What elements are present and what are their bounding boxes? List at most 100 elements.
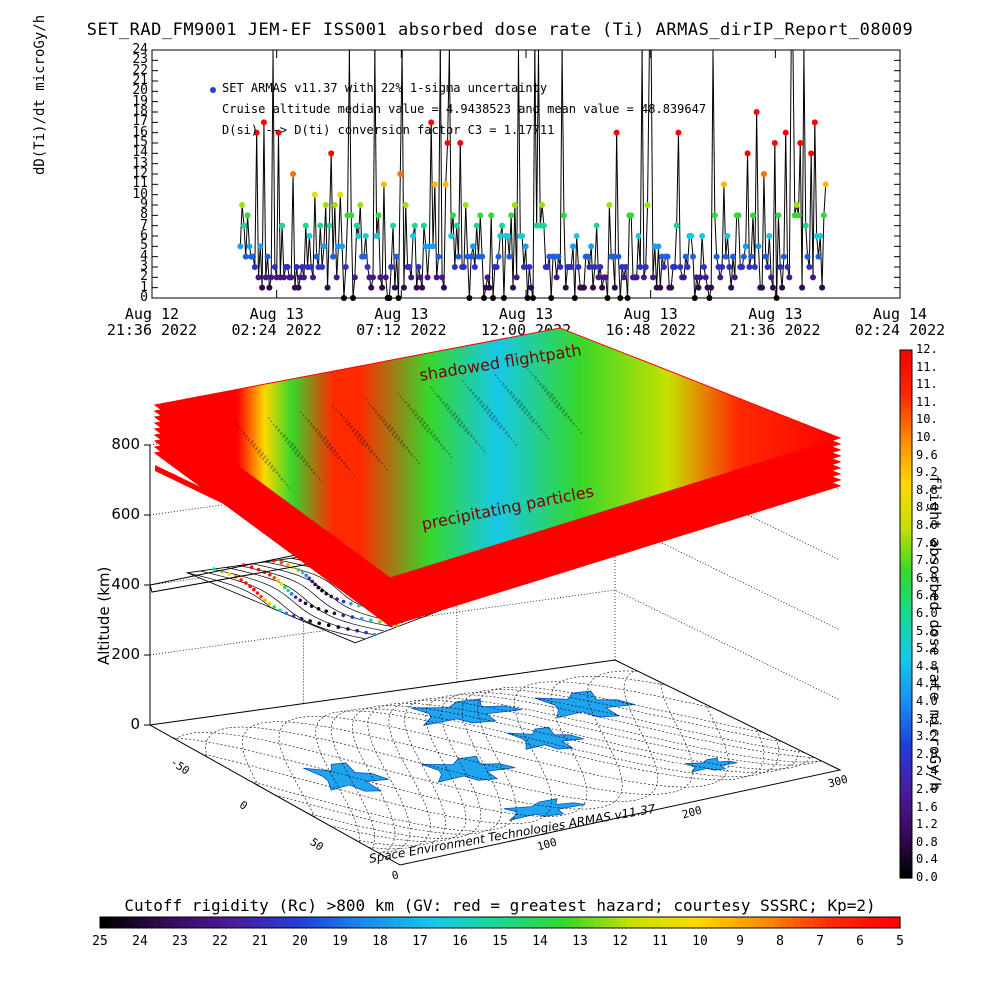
data-point xyxy=(749,212,756,219)
data-point xyxy=(322,202,329,208)
cutoff-rigidity-colorbar-cell xyxy=(200,917,208,928)
data-point xyxy=(337,191,344,198)
series-line-segment xyxy=(263,122,267,278)
data-point xyxy=(748,253,755,260)
flightpath-dose-point xyxy=(317,621,322,626)
flightpath-dose-point xyxy=(326,623,331,628)
dose-rate-colorbar-cell xyxy=(900,820,912,826)
series-line-segment xyxy=(543,225,547,268)
shadowed-flightpath-track xyxy=(527,367,558,409)
landmass xyxy=(410,698,522,727)
dose-rate-colorbar-cell xyxy=(900,697,912,703)
data-point xyxy=(311,191,318,198)
data-point xyxy=(300,274,307,281)
series-line-segment xyxy=(676,132,679,226)
series-line-segment xyxy=(659,256,663,288)
data-point xyxy=(264,253,271,260)
series-line-segment xyxy=(768,235,772,278)
data-point xyxy=(708,284,715,291)
cutoff-rigidity-colorbar-cell xyxy=(160,917,168,928)
cutoff-rigidity-colorbar-cell xyxy=(826,917,834,928)
series-line-segment xyxy=(243,225,247,257)
series-line-segment xyxy=(594,225,598,268)
cutoff-rigidity-colorbar-cell xyxy=(466,917,474,928)
cutoff-rigidity-colorbar-cell xyxy=(646,917,654,928)
data-point xyxy=(769,284,776,291)
data-point xyxy=(290,171,297,177)
data-point xyxy=(237,243,244,250)
data-point xyxy=(331,202,338,208)
series-line-segment xyxy=(647,49,650,206)
data-point xyxy=(553,274,560,281)
shadowed-flightpath-track xyxy=(300,410,331,452)
dose-rate-tick-label: 2.8 xyxy=(916,746,938,761)
data-point xyxy=(731,274,738,281)
series-line-segment xyxy=(276,132,279,278)
series-line-segment xyxy=(521,235,525,268)
series-line-segment xyxy=(814,122,818,237)
shadowed-flightpath-track xyxy=(316,427,347,469)
data-point xyxy=(642,264,649,270)
series-line-segment xyxy=(270,49,274,278)
data-point xyxy=(488,212,495,219)
cutoff-rigidity-colorbar-cell xyxy=(473,917,481,928)
legend-point xyxy=(210,87,216,93)
series-line-segment xyxy=(337,194,341,247)
cutoff-rigidity-colorbar-cell xyxy=(420,917,428,928)
series-line-segment xyxy=(443,184,447,288)
dose-rate-colorbar-cell xyxy=(900,596,912,602)
dose-rate-colorbar-cell xyxy=(900,675,912,681)
data-point xyxy=(413,284,420,291)
series-line-segment xyxy=(619,266,623,299)
series-line-segment xyxy=(294,266,298,288)
series-line-segment xyxy=(477,215,481,257)
dose-rate-colorbar-cell xyxy=(900,583,912,589)
cutoff-rigidity-colorbar-cell xyxy=(760,917,768,928)
series-line-segment xyxy=(710,49,714,288)
x-tick-time: 21:36 2022 xyxy=(730,321,821,339)
cutoff-rigidity-colorbar-cell xyxy=(893,917,901,928)
series-line-segment xyxy=(641,49,645,278)
cutoff-rigidity-colorbar-cell xyxy=(433,917,441,928)
series-line-segment xyxy=(657,246,661,288)
flightpath-dose-point xyxy=(278,608,282,613)
data-point xyxy=(728,284,735,291)
series-line-segment xyxy=(363,235,367,257)
dose-rate-tick-label: 1.6 xyxy=(916,799,938,814)
data-point xyxy=(522,243,529,250)
series-line-segment xyxy=(728,266,732,288)
series-line-segment xyxy=(481,256,485,299)
cutoff-rigidity-colorbar-cell xyxy=(686,917,694,928)
dose-rate-colorbar-cell xyxy=(900,790,912,795)
cutoff-rigidity-tick-label: 10 xyxy=(692,934,708,949)
data-point xyxy=(435,253,442,260)
series-line-segment xyxy=(245,215,249,257)
data-point xyxy=(253,129,260,136)
series-line-segment xyxy=(536,49,539,226)
data-point xyxy=(339,243,346,250)
data-point xyxy=(575,264,582,270)
series-line-segment xyxy=(497,235,501,257)
annotation-conversion: D(si) --> D(ti) conversion factor C3 = 1… xyxy=(222,123,555,137)
cutoff-rigidity-colorbar-cell xyxy=(246,917,254,928)
dose-rate-colorbar-cell xyxy=(900,574,912,580)
series-line-segment xyxy=(750,215,754,257)
data-point xyxy=(677,264,684,270)
data-point xyxy=(746,264,753,270)
data-point xyxy=(624,295,631,301)
series-line-segment xyxy=(667,256,670,288)
data-point xyxy=(239,202,246,208)
dose-rate-colorbar-cell xyxy=(900,609,912,615)
cutoff-rigidity-colorbar-cell xyxy=(866,917,874,928)
cutoff-rigidity-colorbar-cell xyxy=(406,917,414,928)
data-point xyxy=(782,129,789,136)
cutoff-rigidity-tick-label: 8 xyxy=(776,934,784,949)
dose-rate-tick-label: 5.2 xyxy=(916,641,938,656)
data-point xyxy=(419,284,426,291)
cutoff-rigidity-colorbar-frame xyxy=(99,916,901,929)
dose-rate-colorbar-cell xyxy=(900,732,912,738)
shadowed-flightpath-track xyxy=(267,417,299,458)
cutoff-rigidity-tick-label: 14 xyxy=(532,934,548,949)
shadowed-flightpath-track xyxy=(251,440,283,481)
dose-rate-colorbar-cell xyxy=(900,706,912,712)
